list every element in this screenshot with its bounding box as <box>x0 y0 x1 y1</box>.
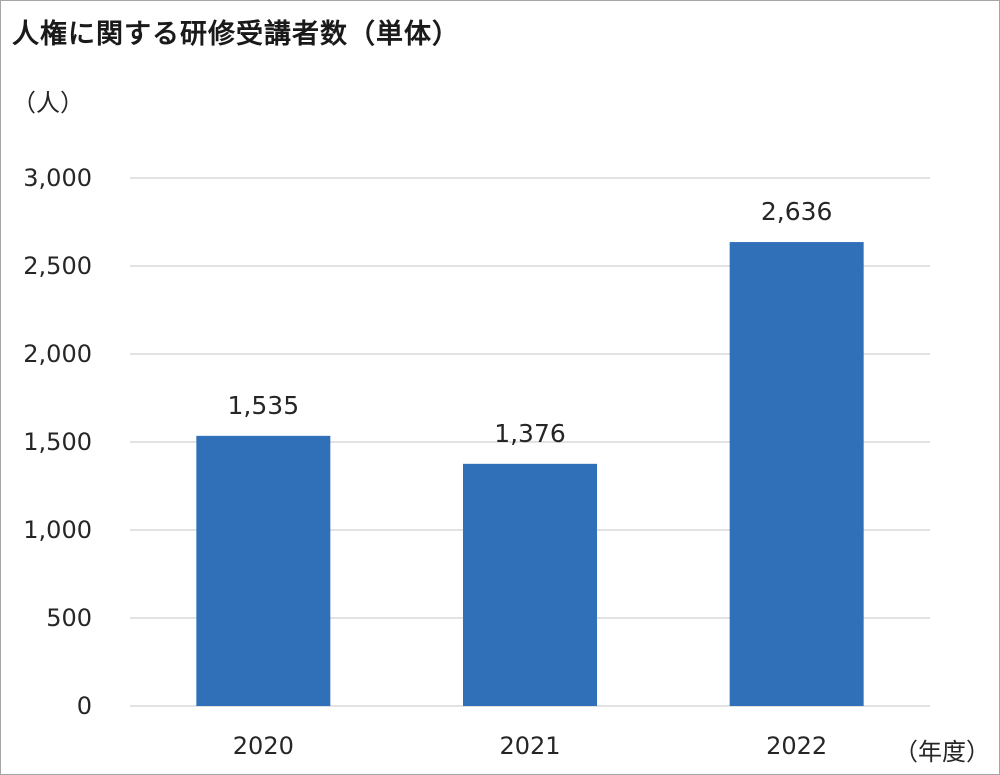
chart-title: 人権に関する研修受講者数（単体） <box>12 19 460 50</box>
y-tick-label: 2,500 <box>23 252 92 280</box>
data-labels: 1,535 1,376 2,636 <box>228 197 833 448</box>
y-tick-label: 500 <box>46 604 92 632</box>
data-label: 1,535 <box>228 391 300 420</box>
x-tick-label: 2020 <box>233 732 294 760</box>
x-axis-unit-label: （年度） <box>894 738 990 766</box>
bar <box>729 242 864 706</box>
y-tick-label: 3,000 <box>23 164 92 192</box>
data-label: 1,376 <box>494 419 566 448</box>
bar <box>196 435 331 706</box>
y-axis-unit-label: （人） <box>12 89 84 117</box>
y-tick-label: 2,000 <box>23 340 92 368</box>
y-tick-label: 1,000 <box>23 516 92 544</box>
x-tick-label: 2021 <box>499 732 560 760</box>
bars <box>196 242 864 706</box>
data-label: 2,636 <box>761 197 833 226</box>
y-tick-label: 1,500 <box>23 428 92 456</box>
x-tick-label: 2022 <box>766 732 827 760</box>
y-tick-label: 0 <box>77 692 92 720</box>
y-axis-tick-labels: 0 500 1,000 1,500 2,000 2,500 3,000 <box>23 164 92 720</box>
x-axis-tick-labels: 2020 2021 2022 <box>233 732 827 760</box>
bar <box>463 463 597 706</box>
